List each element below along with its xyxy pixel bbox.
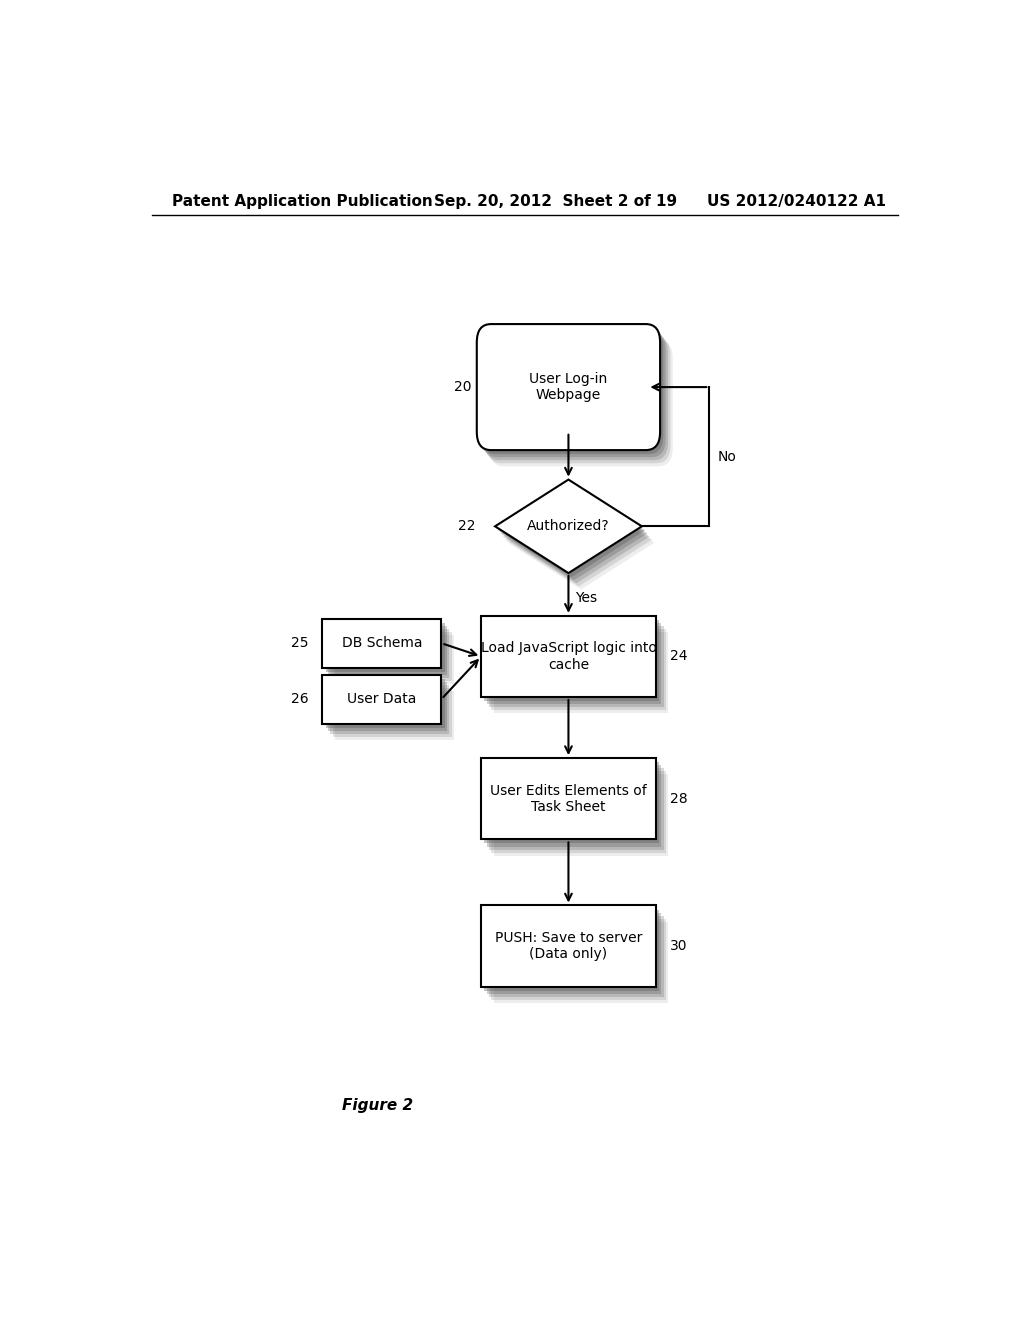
Text: Figure 2: Figure 2: [342, 1098, 414, 1113]
Text: DB Schema: DB Schema: [342, 636, 422, 651]
FancyBboxPatch shape: [323, 619, 441, 668]
Text: 22: 22: [458, 519, 475, 533]
Text: US 2012/0240122 A1: US 2012/0240122 A1: [708, 194, 887, 209]
Text: Sep. 20, 2012  Sheet 2 of 19: Sep. 20, 2012 Sheet 2 of 19: [433, 194, 677, 209]
FancyBboxPatch shape: [494, 775, 669, 855]
Text: Load JavaScript logic into
cache: Load JavaScript logic into cache: [480, 642, 656, 672]
Text: Patent Application Publication: Patent Application Publication: [172, 194, 432, 209]
FancyBboxPatch shape: [489, 916, 664, 997]
FancyBboxPatch shape: [481, 906, 655, 987]
FancyBboxPatch shape: [335, 635, 455, 684]
Polygon shape: [508, 496, 654, 589]
Polygon shape: [501, 487, 647, 581]
FancyBboxPatch shape: [484, 620, 658, 701]
FancyBboxPatch shape: [486, 766, 662, 846]
FancyBboxPatch shape: [326, 623, 444, 672]
FancyBboxPatch shape: [484, 909, 658, 991]
Text: User Log-in
Webpage: User Log-in Webpage: [529, 372, 607, 403]
Text: 24: 24: [670, 649, 687, 664]
FancyBboxPatch shape: [492, 630, 666, 710]
FancyBboxPatch shape: [326, 678, 444, 727]
Text: PUSH: Save to server
(Data only): PUSH: Save to server (Data only): [495, 931, 642, 961]
FancyBboxPatch shape: [489, 626, 664, 708]
FancyBboxPatch shape: [494, 921, 669, 1003]
Text: User Edits Elements of
Task Sheet: User Edits Elements of Task Sheet: [490, 784, 647, 814]
Text: 26: 26: [291, 692, 308, 706]
FancyBboxPatch shape: [494, 632, 669, 713]
FancyBboxPatch shape: [328, 626, 447, 675]
FancyBboxPatch shape: [492, 771, 666, 853]
FancyBboxPatch shape: [486, 912, 662, 994]
Polygon shape: [495, 479, 642, 573]
Text: No: No: [717, 450, 736, 463]
Text: Authorized?: Authorized?: [527, 519, 609, 533]
FancyBboxPatch shape: [333, 688, 452, 737]
Text: 30: 30: [670, 939, 687, 953]
FancyBboxPatch shape: [481, 758, 655, 840]
FancyBboxPatch shape: [328, 682, 447, 731]
FancyBboxPatch shape: [486, 623, 662, 704]
FancyBboxPatch shape: [331, 685, 450, 734]
FancyBboxPatch shape: [484, 334, 668, 461]
Text: 28: 28: [670, 792, 688, 805]
Polygon shape: [499, 483, 645, 577]
Polygon shape: [503, 490, 650, 583]
FancyBboxPatch shape: [492, 919, 666, 1001]
FancyBboxPatch shape: [331, 630, 450, 677]
FancyBboxPatch shape: [335, 690, 455, 739]
Text: Yes: Yes: [574, 591, 597, 606]
FancyBboxPatch shape: [487, 338, 671, 463]
FancyBboxPatch shape: [481, 615, 655, 697]
FancyBboxPatch shape: [482, 331, 666, 457]
FancyBboxPatch shape: [323, 675, 441, 723]
FancyBboxPatch shape: [489, 768, 664, 850]
Polygon shape: [506, 492, 652, 586]
FancyBboxPatch shape: [477, 325, 660, 450]
FancyBboxPatch shape: [484, 762, 658, 843]
FancyBboxPatch shape: [489, 341, 673, 466]
Text: 20: 20: [454, 380, 471, 395]
FancyBboxPatch shape: [480, 329, 664, 454]
Text: 25: 25: [291, 636, 308, 651]
FancyBboxPatch shape: [333, 632, 452, 681]
Text: User Data: User Data: [347, 692, 417, 706]
